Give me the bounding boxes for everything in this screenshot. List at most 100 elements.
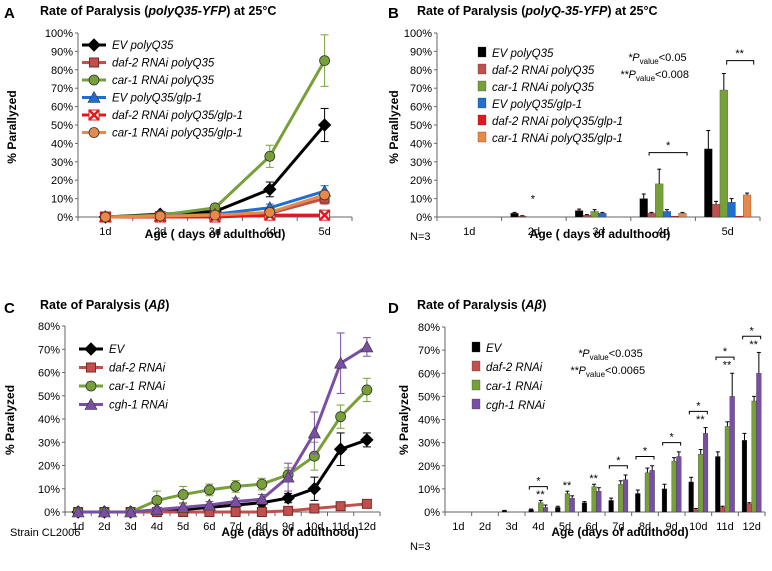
data-point [255, 492, 269, 505]
data-point [319, 189, 331, 201]
sig-bracket [715, 356, 735, 361]
panel-letter: D [388, 300, 399, 317]
bar [655, 183, 664, 218]
data-point [335, 501, 346, 512]
legend-swatch [477, 114, 487, 126]
data-point [177, 489, 189, 500]
sig-bracket [726, 60, 755, 65]
bar [751, 400, 757, 513]
bar [581, 502, 588, 513]
series-ev-polyq35-glp-1 [598, 198, 736, 218]
x-axis-label: Age (days of adulthood) [551, 525, 688, 539]
data-point [97, 505, 111, 518]
x-tick-label: 12d [742, 521, 760, 533]
legend: EV polyQ35 daf-2 RNAi polyQ35 car-1 RNAi p… [477, 46, 623, 145]
significance-mark: * [531, 193, 536, 205]
y-tick-label: 30% [51, 157, 73, 169]
series-car-1-rnai-polyq35 [590, 72, 728, 218]
x-tick-label: 9d [282, 521, 294, 533]
y-tick-label: 70% [410, 83, 432, 95]
y-tick-label: 60% [38, 368, 60, 380]
data-point [361, 498, 372, 509]
legend-label: car-1 RNAi polyQ35/glp-1 [112, 128, 243, 140]
x-tick-label: 5d [177, 521, 189, 533]
bar [670, 215, 679, 218]
significance-mark: * [643, 446, 648, 458]
y-tick-label: 50% [410, 120, 432, 132]
significance-mark: * [616, 455, 621, 467]
bar [719, 89, 728, 218]
bar [608, 500, 614, 513]
data-point [319, 55, 331, 66]
bar [676, 456, 682, 513]
bar [575, 210, 584, 218]
x-tick-label: 5d [559, 521, 571, 533]
chart-title: Rate of Paralysis (polyQ35-YFP) at 25°C [40, 4, 276, 18]
panel-A: A Rate of Paralysis (polyQ35-YFP) at 25°C… [4, 4, 353, 241]
y-tick-label: 20% [51, 175, 73, 187]
y-axis-label: % Parallyzed [5, 90, 19, 163]
x-tick-label: 6d [586, 521, 598, 533]
bar [715, 456, 721, 513]
significance-mark: * [670, 432, 675, 444]
x-axis-label: Age ( days of adulthood) [530, 227, 671, 241]
legend-label: EV polyQ35 [492, 48, 554, 60]
data-point [230, 481, 242, 492]
series-line [78, 345, 368, 514]
data-point [361, 384, 373, 396]
y-tick-label: 60% [418, 368, 440, 380]
x-tick-label: 2d [154, 226, 166, 238]
bar [741, 440, 748, 513]
bar [538, 502, 544, 513]
bar [647, 213, 656, 218]
legend-label: daf-2 RNAi [486, 362, 543, 374]
x-tick-label: 4d [264, 226, 276, 238]
y-tick-label: 40% [38, 414, 60, 426]
y-tick-label: 90% [410, 46, 432, 58]
legend-label: EV polyQ35/glp-1 [112, 93, 202, 105]
sig-bracket [648, 152, 688, 156]
data-point [263, 182, 277, 197]
y-tick-label: 20% [38, 461, 60, 473]
bar [590, 211, 599, 218]
data-point [317, 118, 332, 132]
footnote: Strain CL2006 [10, 527, 80, 539]
y-tick-label: 70% [418, 345, 440, 357]
panel-letter: A [4, 5, 15, 22]
data-point-stroke [318, 209, 331, 222]
bar [639, 198, 648, 218]
footnote: N=3 [410, 231, 431, 243]
y-tick-label: 20% [410, 175, 432, 187]
series-line [78, 438, 368, 514]
data-point [124, 505, 138, 518]
bar [622, 479, 629, 513]
bar [598, 213, 607, 218]
bar [702, 433, 709, 513]
y-axis-label: % Paralyzed [3, 385, 17, 455]
legend-label: cgh-1 RNAi [486, 400, 545, 412]
data-point [264, 206, 276, 218]
data-point [360, 340, 374, 353]
panel-C: C Rate of Paralysis (Aβ) 0% 10% 20% 30% 40% 50%… [3, 298, 381, 539]
legend-label: daf-2 RNAi polyQ35 [112, 58, 215, 70]
panel-letter: B [388, 5, 399, 22]
x-tick-label: 2d [479, 521, 491, 533]
bar [693, 509, 699, 513]
y-tick-label: 100% [45, 28, 73, 40]
legend: EV polyQ35 daf-2 RNAi polyQ35 car-1 RNAi p… [82, 38, 243, 140]
legend-label: daf-2 RNAi [109, 363, 166, 375]
sig-bracket [662, 442, 682, 446]
bar [582, 215, 591, 218]
series-car-1-rnai [538, 395, 757, 513]
legend-label: car-1 RNAi [486, 381, 542, 393]
data-point [71, 505, 85, 518]
significance-mark: ** [589, 473, 598, 485]
x-tick-label: 8d [256, 521, 268, 533]
x-tick-label: 5d [318, 226, 330, 238]
sig-bracket [608, 465, 628, 469]
data-point [309, 503, 320, 514]
bar [727, 202, 736, 218]
data-point [209, 209, 221, 221]
legend-label: cgh-1 RNAi [109, 400, 168, 412]
